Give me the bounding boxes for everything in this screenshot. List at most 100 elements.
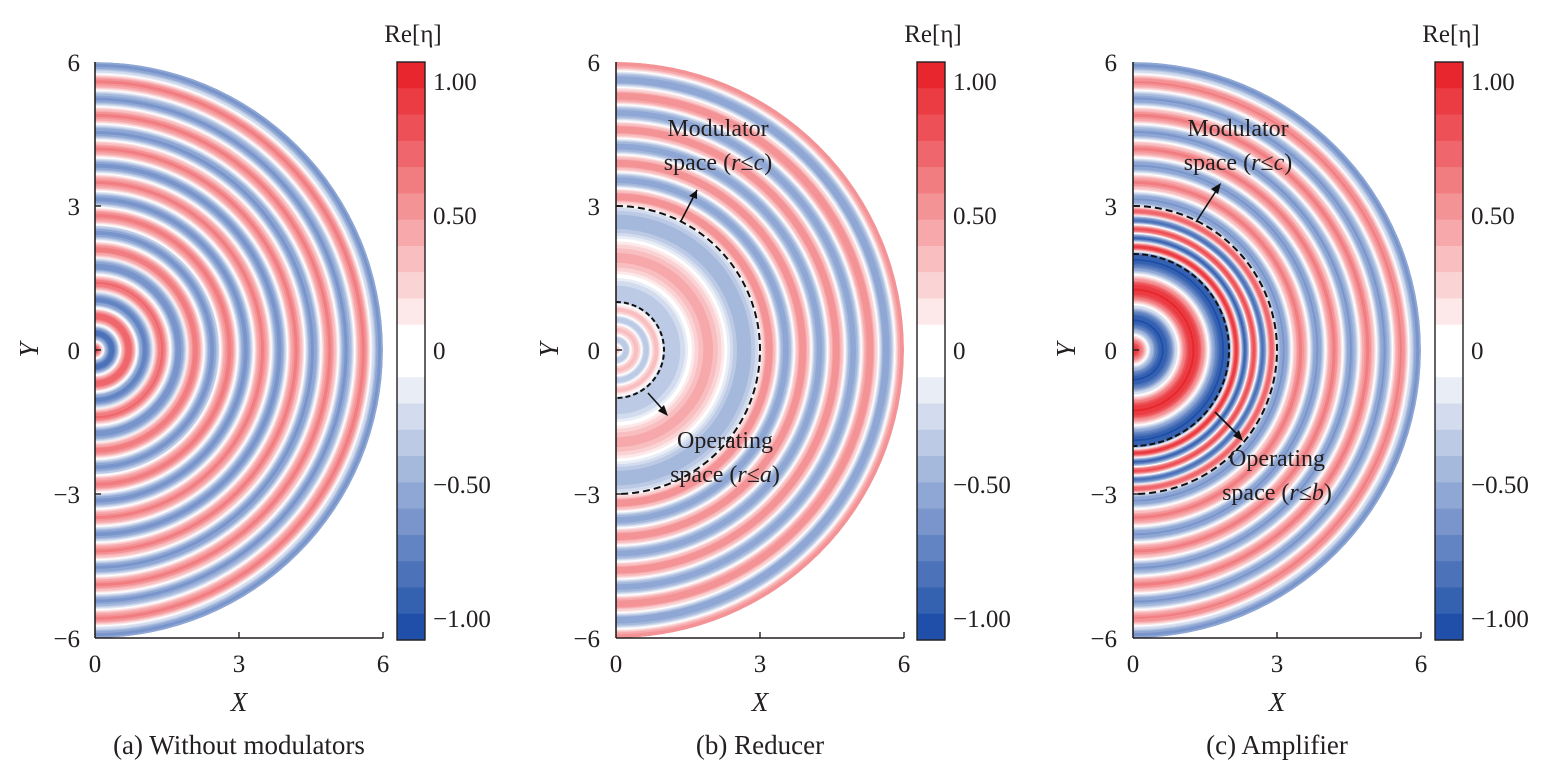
y-axis-label: Y (14, 340, 44, 358)
operating-boundary-c (1132, 253, 1230, 447)
y-axis-label: Y (534, 340, 564, 358)
colorbar-tick-label: 0 (1471, 338, 1484, 365)
annotation-line2: space (r≤c) (1184, 150, 1292, 176)
colorbar-step (917, 508, 945, 536)
xtick-label: 6 (898, 651, 911, 678)
colorbar-tick-label: −0.50 (1471, 472, 1529, 499)
annotation-arrowhead (1211, 183, 1221, 194)
annotation-rel: ≤ (740, 150, 753, 176)
colorbar-step (1435, 587, 1463, 615)
colorbar-step (917, 88, 945, 116)
x-axis-label: X (230, 687, 249, 717)
annotation-suffix: ) (1284, 150, 1292, 176)
colorbar-frame (916, 61, 946, 641)
colorbar-step (397, 508, 425, 536)
colorbar-title: Re[η] (1422, 21, 1480, 48)
colorbar-step (917, 193, 945, 221)
panel-a: 6 3 0 −3 −6 0 3 6 X Y (a) Without modula… (14, 21, 491, 760)
operating-boundary-b (615, 301, 665, 399)
annotation-prefix: space ( (670, 462, 737, 488)
ytick-label: −3 (573, 482, 600, 509)
ytick-label: 0 (588, 338, 601, 365)
wave-ring (1133, 347, 1136, 353)
colorbar-step (1435, 508, 1463, 536)
annotation-line2: space (r≤a) (670, 462, 780, 488)
ytick-label: 6 (68, 50, 81, 77)
colorbar-step (397, 482, 425, 510)
colorbar-tick-label: 1.00 (953, 69, 997, 96)
ytick-label: −3 (53, 482, 80, 509)
colorbar-step (1435, 167, 1463, 194)
modulator-boundary-c (1132, 205, 1278, 495)
xtick-label: 6 (377, 651, 390, 678)
ytick-label: 3 (68, 194, 81, 221)
xtick-label: 3 (754, 651, 767, 678)
colorbar-step (1435, 62, 1463, 89)
colorbar-b: Re[η] 1.00 0.50 0 −0.50 −1.00 (904, 21, 1011, 641)
annotation-bound: c (754, 150, 765, 176)
colorbar-steps (1435, 62, 1463, 641)
annotation-prefix: space ( (1222, 480, 1289, 506)
heatmap-a (95, 62, 383, 638)
colorbar-step (397, 429, 425, 457)
ytick-label: 0 (1105, 338, 1118, 365)
colorbar-step (917, 587, 945, 615)
colorbar-c: Re[η] 1.00 0.50 0 −0.50 −1.00 (1422, 21, 1529, 641)
heatmap-c (1133, 62, 1421, 638)
colorbar-tick-label: 1.00 (1471, 69, 1515, 96)
colorbar-step (917, 219, 945, 247)
annotation-arrow (1214, 411, 1241, 438)
ytick-label: −6 (573, 626, 600, 653)
colorbar-tick-label: 0.50 (953, 203, 997, 230)
annotation-suffix: ) (764, 150, 772, 176)
ytick-label: 0 (68, 338, 81, 365)
colorbar-step (917, 140, 945, 168)
colorbar-step (917, 403, 945, 431)
annotation-line1: Modulator (1187, 116, 1288, 142)
ytick-label: −3 (1090, 482, 1117, 509)
annotation-rel: ≤ (1299, 480, 1312, 506)
colorbar-frame (1434, 61, 1464, 641)
panel-caption: (c) Amplifier (1206, 730, 1348, 760)
ytick-label: −6 (53, 626, 80, 653)
colorbar-tick-label: 1.00 (433, 69, 477, 96)
colorbar-step (397, 298, 425, 326)
ytick-label: 6 (588, 50, 601, 77)
colorbar-step (1435, 272, 1463, 300)
annotation-arrow (1195, 187, 1219, 223)
colorbar-steps (397, 62, 425, 641)
colorbar-step (397, 62, 425, 89)
colorbar-step (397, 377, 425, 405)
xtick-label: 3 (233, 651, 246, 678)
annotation-bound: a (760, 462, 772, 488)
colorbar-step (1435, 613, 1463, 641)
colorbar-step (397, 140, 425, 168)
colorbar-step (397, 167, 425, 194)
ytick-label: 3 (1105, 194, 1118, 221)
annotation-operating-c: Operating space (r≤b) (1214, 411, 1332, 506)
annotation-var: r (731, 150, 741, 176)
annotation-line2: space (r≤c) (664, 150, 772, 176)
annotation-line1: Operating (677, 428, 773, 454)
colorbar-step (1435, 534, 1463, 562)
panel-caption: (b) Reducer (696, 730, 824, 760)
colorbar-step (1435, 298, 1463, 326)
colorbar-step (917, 613, 945, 641)
colorbar-step (1435, 377, 1463, 405)
colorbar-step (397, 219, 425, 247)
ring-field-b (616, 62, 904, 638)
annotation-line2: space (r≤b) (1222, 480, 1332, 506)
colorbar-step (1435, 561, 1463, 589)
colorbar-title: Re[η] (904, 21, 962, 48)
colorbar-step (1435, 456, 1463, 483)
colorbar-step (1435, 193, 1463, 221)
annotation-bound: c (1274, 150, 1285, 176)
colorbar-step (917, 351, 945, 378)
annotation-line1: Operating (1229, 446, 1325, 472)
annotation-suffix: ) (1324, 480, 1332, 506)
annotation-operating-b: Operating space (r≤a) (647, 392, 780, 488)
colorbar-tick-label: −1.00 (433, 606, 491, 633)
xtick-label: 3 (1271, 651, 1284, 678)
colorbar-step (917, 429, 945, 457)
